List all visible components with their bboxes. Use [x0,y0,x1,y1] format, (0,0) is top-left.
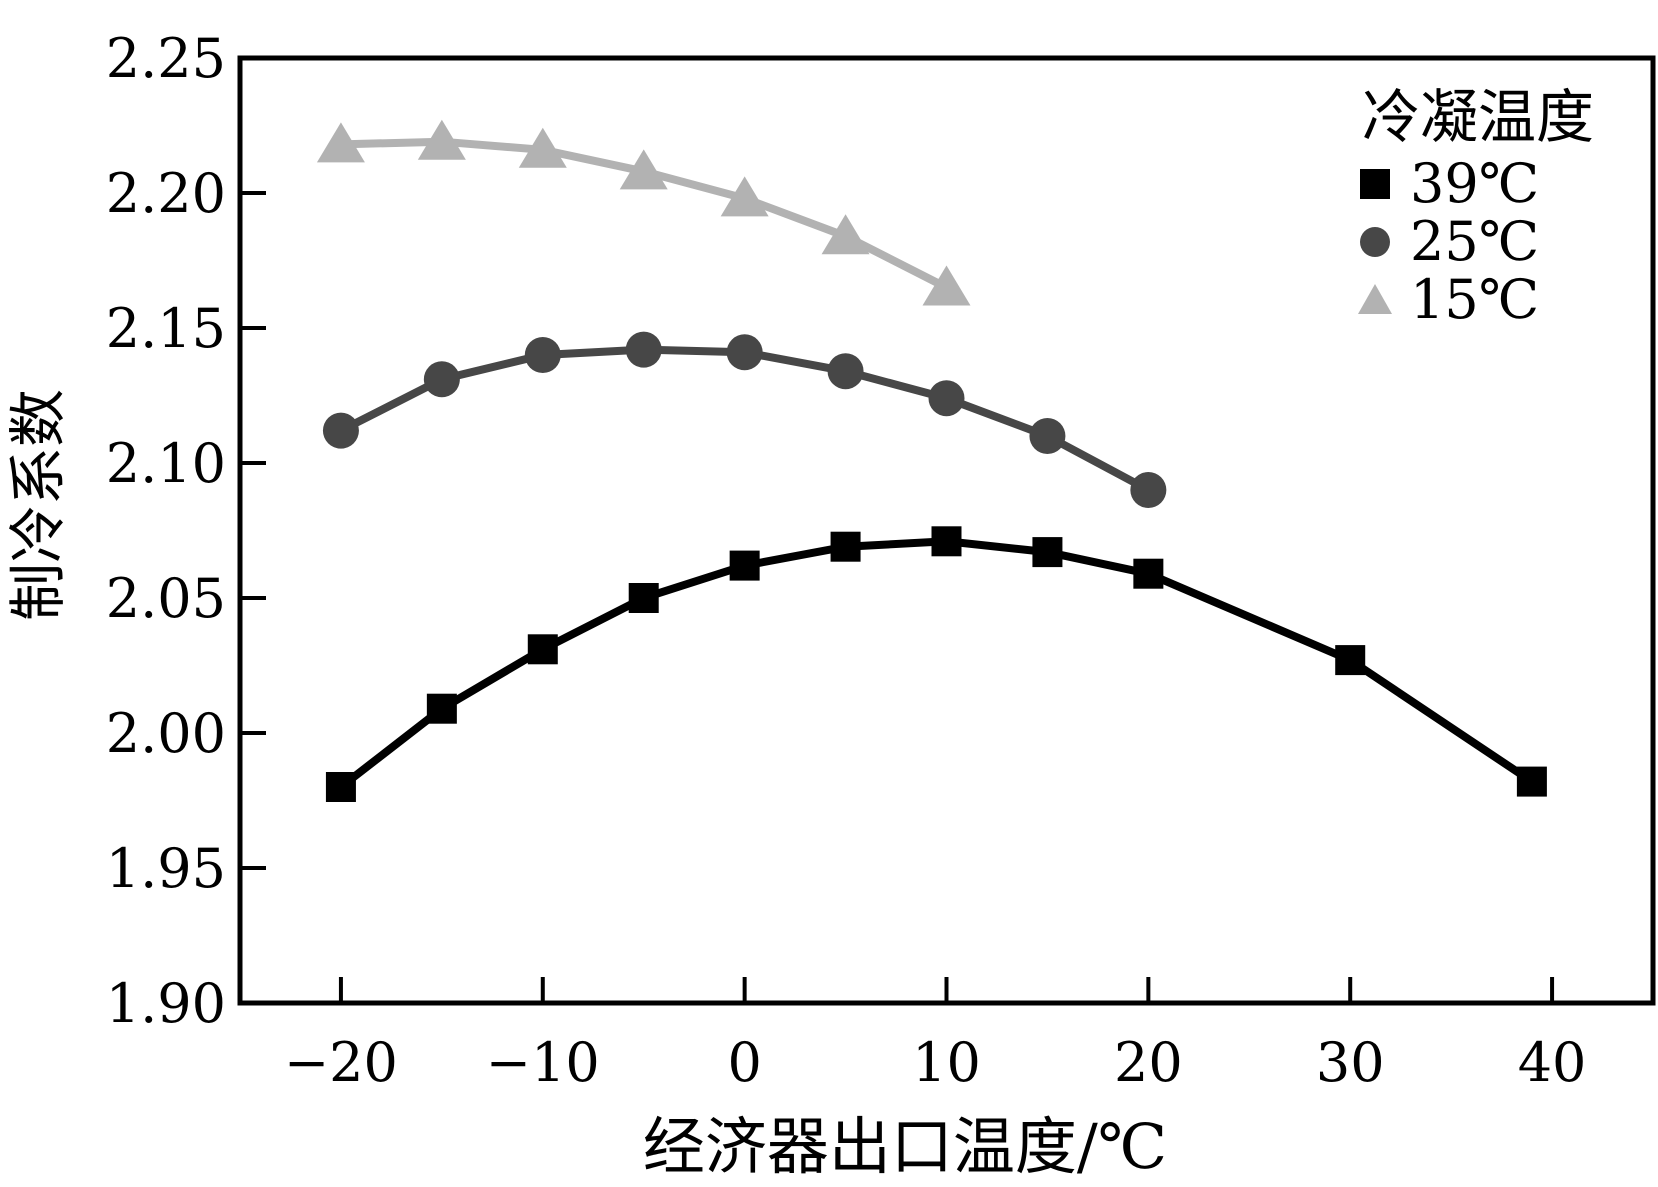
y-tick-label: 2.00 [106,702,226,765]
circle-marker [1130,472,1167,508]
x-tick-label: 10 [912,1031,981,1094]
x-tick-label: −20 [284,1031,398,1094]
y-tick-label: 1.95 [106,837,226,900]
square-marker-icon [1340,167,1410,201]
triangle-marker [316,122,365,163]
circle-marker [524,337,561,373]
square-marker [830,531,861,562]
x-tick-label: 0 [727,1031,761,1094]
square-marker [527,634,558,665]
legend-item-25c: 25℃ [1340,210,1594,274]
square-marker [1133,558,1164,589]
square-marker [628,583,659,613]
legend-label: 39℃ [1410,152,1540,216]
square-marker [1516,766,1547,797]
legend-triangle-swatch [1358,283,1392,314]
triangle-marker [821,214,870,255]
square-marker [729,550,760,581]
y-tick-label: 1.90 [106,972,226,1035]
y-tick-label: 2.25 [106,27,226,90]
circle-marker [827,353,864,390]
square-marker [931,526,962,557]
circle-marker [322,412,359,449]
circle-marker-icon [1340,225,1410,259]
square-marker [426,693,457,724]
y-tick-label: 2.15 [106,297,226,360]
y-tick-label: 2.20 [106,162,226,225]
legend-label: 25℃ [1410,210,1540,274]
legend-item-39c: 39℃ [1340,152,1594,216]
circle-marker [625,331,662,368]
circle-marker [1029,418,1066,454]
x-axis-title: 经济器出口温度/℃ [643,1110,1167,1183]
square-marker [1335,645,1366,676]
triangle-marker [619,149,668,190]
legend: 冷凝温度 39℃ 25℃ 15℃ [1340,83,1595,332]
circle-marker [726,334,763,371]
legend-item-15c: 15℃ [1340,268,1594,332]
triangle-marker-icon [1340,283,1410,317]
plot-frame [237,55,1656,1006]
triangle-marker [720,176,769,217]
square-marker [325,772,356,802]
square-marker [1032,537,1063,568]
legend-label: 15℃ [1410,268,1540,332]
legend-title: 冷凝温度 [1362,83,1595,151]
series-line-25℃ [339,345,1151,494]
legend-square-swatch [1360,168,1390,199]
triangle-marker [417,119,466,160]
x-tick-label: 40 [1518,1031,1587,1094]
x-tick-label: −10 [486,1031,600,1094]
y-tick-label: 2.10 [106,432,226,495]
triangle-marker [922,265,971,306]
y-tick-label: 2.05 [106,567,226,630]
triangle-marker [518,127,567,168]
x-tick-label: 20 [1114,1031,1183,1094]
legend-circle-swatch [1360,226,1390,257]
circle-marker [928,380,965,417]
circle-marker [423,361,460,398]
y-axis-title: 制冷系数 [4,389,72,621]
x-tick-label: 30 [1316,1031,1385,1094]
